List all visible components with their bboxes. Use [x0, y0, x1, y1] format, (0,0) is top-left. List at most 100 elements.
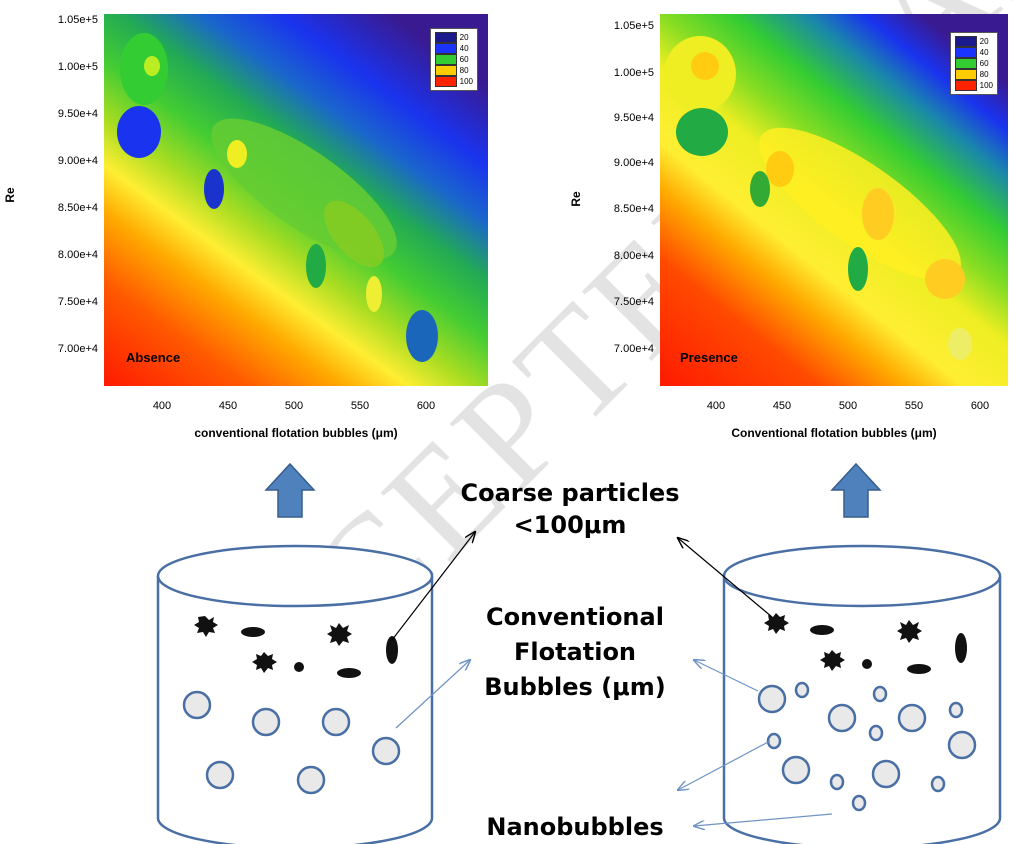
left-coarse-particles: [194, 616, 398, 678]
legend-item: 20: [954, 36, 993, 47]
right-y-tick: 1.05e+5: [613, 20, 654, 32]
left-green-spot: [306, 244, 326, 288]
left-y-tick: 8.00e+4: [57, 249, 98, 261]
conventional-bubble: [205, 760, 235, 790]
legend-item: 100: [954, 80, 993, 91]
right-green-spot: [848, 247, 868, 291]
coarse-pointer-right: [678, 538, 773, 618]
nanobubble: [930, 775, 946, 793]
legend-item: 40: [434, 43, 473, 54]
left-contour-plot: 20 40 60 80 100 Absence: [104, 14, 488, 386]
coarse-particle: [907, 664, 931, 674]
coarse-particle: [241, 627, 265, 637]
right-y-tick: 7.50e+4: [613, 296, 654, 308]
right-y-tick: 9.00e+4: [613, 157, 654, 169]
left-blue-spot: [406, 310, 438, 362]
left-contour-graphic: [104, 14, 488, 386]
right-y-tick: 8.50e+4: [613, 203, 654, 215]
right-x-axis-label: Conventional flotation bubbles (μm): [731, 426, 937, 440]
legend-item: 80: [434, 65, 473, 76]
coarse-pointer-left: [391, 532, 475, 641]
left-x-axis-label: conventional flotation bubbles (μm): [194, 426, 398, 440]
coarse-particle: [337, 668, 361, 678]
left-y-tick: 8.50e+4: [57, 202, 98, 214]
coarse-particle: [955, 633, 967, 663]
nanobubble: [948, 701, 964, 719]
coarse-particle: [862, 659, 872, 669]
nanobubble: [851, 794, 867, 812]
coarse-particle: [252, 652, 277, 673]
left-yellow-spot: [227, 140, 247, 168]
conventional-bubble: [321, 707, 351, 737]
right-yellow-spot: [948, 328, 972, 360]
left-blue-spot: [117, 106, 161, 158]
conventional-bubble: [182, 690, 212, 720]
coarse-particle: [194, 616, 218, 637]
left-y-tick: 9.50e+4: [57, 108, 98, 120]
left-yellow-spot: [366, 276, 382, 312]
legend-item: 40: [954, 47, 993, 58]
coarse-particle: [897, 620, 922, 643]
legend-item: 20: [434, 32, 473, 43]
conventional-line3: Bubbles (μm): [484, 672, 666, 701]
conventional-bubble: [781, 755, 811, 785]
left-y-tick: 1.05e+5: [57, 14, 98, 26]
nano-pointer-lower: [694, 813, 833, 826]
right-panel-label: Presence: [680, 350, 738, 365]
nanobubble: [872, 685, 888, 703]
right-y-tick: 7.00e+4: [613, 343, 654, 355]
right-y-tick: 1.00e+5: [613, 67, 654, 79]
left-x-tick: 500: [284, 400, 304, 412]
right-y-tick: 8.00e+4: [613, 250, 654, 262]
coarse-particle: [294, 662, 304, 672]
legend-item: 60: [434, 54, 473, 65]
coarse-particle: [820, 650, 845, 671]
coarse-particles-line2: <100μm: [513, 510, 627, 539]
left-conventional-bubbles: [182, 690, 401, 795]
right-x-tick: 550: [904, 400, 924, 412]
conventional-bubble: [251, 707, 281, 737]
coarse-particle: [386, 636, 398, 664]
nanobubble: [766, 732, 782, 750]
conventional-bubble: [827, 703, 857, 733]
conventional-bubble: [947, 730, 977, 760]
left-y-tick: 7.00e+4: [57, 343, 98, 355]
right-orange-spot: [862, 188, 894, 240]
conventional-bubbles-label: Conventional Flotation Bubbles (μm): [462, 600, 688, 704]
right-green-spot: [750, 171, 770, 207]
right-conventional-bubbles: [757, 684, 977, 789]
nanobubble: [868, 724, 884, 742]
legend-item: 80: [954, 69, 993, 80]
left-x-tick: 400: [152, 400, 172, 412]
left-green-spot: [324, 200, 384, 268]
right-x-tick: 450: [772, 400, 792, 412]
coarse-particle: [327, 623, 352, 646]
coarse-particles-line1: Coarse particles: [460, 479, 680, 507]
conventional-line1: Conventional: [486, 603, 664, 631]
conventional-bubble: [371, 736, 401, 766]
conventional-pointer-right: [694, 660, 759, 692]
right-contour-plot: 20 40 60 80 100 Presence: [660, 14, 1008, 386]
left-yellow-spot: [144, 56, 160, 76]
left-blue-spot: [204, 169, 224, 209]
coarse-particles-label: Coarse particles <100μm: [440, 478, 700, 541]
left-legend: 20 40 60 80 100: [429, 28, 478, 91]
conventional-line2: Flotation: [513, 637, 637, 666]
right-legend: 20 40 60 80 100: [949, 32, 998, 95]
left-y-tick: 7.50e+4: [57, 296, 98, 308]
left-y-tick: 9.00e+4: [57, 155, 98, 167]
conventional-bubble: [757, 684, 787, 714]
left-x-tick: 450: [218, 400, 238, 412]
nanobubble: [829, 773, 845, 791]
right-up-arrow: [830, 462, 882, 518]
conventional-bubble: [871, 759, 901, 789]
right-nanobubbles: [766, 681, 964, 812]
right-orange-spot: [766, 151, 794, 187]
coarse-particle: [764, 613, 789, 634]
nano-pointer-upper: [678, 740, 771, 790]
right-y-tick: 9.50e+4: [613, 112, 654, 124]
nanobubble: [794, 681, 810, 699]
right-x-tick: 400: [706, 400, 726, 412]
right-green-spot: [676, 108, 728, 156]
